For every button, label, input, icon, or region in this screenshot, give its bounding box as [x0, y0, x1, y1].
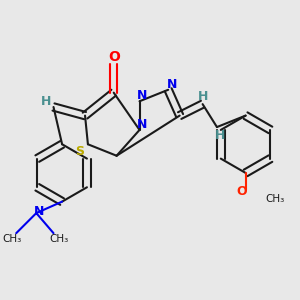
Text: O: O — [236, 185, 247, 198]
Text: N: N — [137, 89, 148, 102]
Text: O: O — [108, 50, 120, 64]
Text: H: H — [41, 95, 52, 108]
Text: H: H — [214, 129, 225, 142]
Text: CH₃: CH₃ — [50, 234, 69, 244]
Text: N: N — [34, 205, 44, 218]
Text: S: S — [75, 145, 84, 158]
Text: CH₃: CH₃ — [2, 234, 22, 244]
Text: N: N — [137, 118, 148, 131]
Text: H: H — [197, 91, 208, 103]
Text: CH₃: CH₃ — [266, 194, 285, 204]
Text: N: N — [167, 78, 178, 91]
